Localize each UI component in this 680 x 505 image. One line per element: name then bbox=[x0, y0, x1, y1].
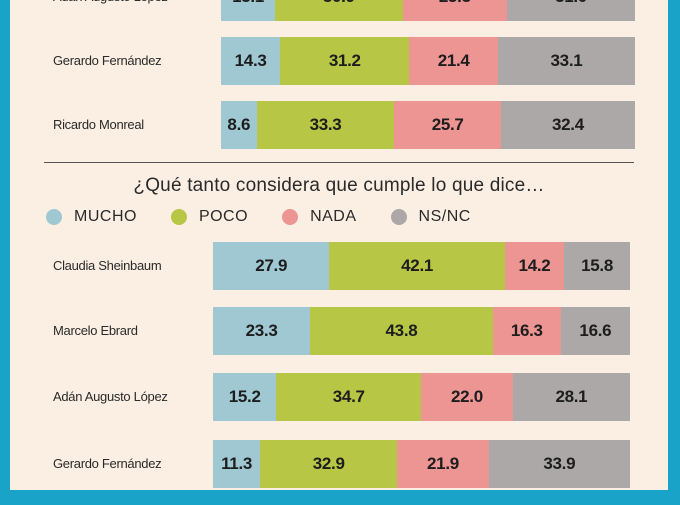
legend-swatch-nada bbox=[282, 209, 299, 225]
stacked-bar: 27.9 42.1 14.2 15.8 bbox=[213, 242, 630, 290]
bar-segment-poco: 42.1 bbox=[329, 242, 505, 290]
legend-item-nada: NADA bbox=[282, 208, 356, 226]
category-label: Gerardo Fernández bbox=[53, 456, 162, 471]
bar-row: Adán Augusto López 15.2 34.7 22.0 28.1 bbox=[10, 373, 668, 421]
bar-segment-nada: 25.3 bbox=[402, 0, 508, 21]
bar-segment-mucho: 11.3 bbox=[213, 440, 261, 488]
bar-segment-mucho: 27.9 bbox=[213, 242, 330, 290]
bar-segment-nsnc: 31.0 bbox=[507, 0, 635, 21]
bar-segment-nada: 21.4 bbox=[409, 37, 498, 85]
bar-segment-nada: 16.3 bbox=[492, 307, 561, 355]
bar-row: Ricardo Monreal 8.6 33.3 25.7 32.4 bbox=[10, 101, 668, 149]
bar-segment-nada: 14.2 bbox=[504, 242, 565, 290]
category-label: Adán Augusto López bbox=[53, 389, 168, 404]
legend-item-mucho: MUCHO bbox=[46, 208, 137, 226]
legend-label-mucho: MUCHO bbox=[74, 208, 137, 225]
legend-label-poco: POCO bbox=[198, 208, 249, 225]
stacked-bar: 15.2 34.7 22.0 28.1 bbox=[213, 373, 630, 421]
legend-swatch-nsnc bbox=[390, 209, 407, 225]
question-title: ¿Qué tanto considera que cumple lo que d… bbox=[133, 175, 545, 196]
category-label: Marcelo Ebrard bbox=[53, 323, 138, 338]
legend-item-nsnc: NS/NC bbox=[390, 208, 471, 226]
bar-segment-nada: 21.9 bbox=[397, 440, 489, 488]
bar-segment-mucho: 15.2 bbox=[213, 373, 277, 421]
bar-segment-nada: 25.7 bbox=[394, 101, 501, 149]
bar-segment-mucho: 8.6 bbox=[221, 101, 257, 149]
legend-swatch-poco bbox=[170, 209, 187, 225]
bar-segment-nsnc: 33.9 bbox=[488, 440, 630, 488]
category-label: Claudia Sheinbaum bbox=[53, 258, 162, 273]
stacked-bar: 14.3 31.2 21.4 33.1 bbox=[221, 37, 635, 85]
bar-segment-poco: 30.9 bbox=[275, 0, 403, 21]
bar-segment-nsnc: 28.1 bbox=[512, 373, 630, 421]
bar-segment-poco: 32.9 bbox=[260, 440, 398, 488]
bar-segment-nsnc: 15.8 bbox=[564, 242, 630, 290]
category-label: Ricardo Monreal bbox=[53, 117, 144, 132]
bar-segment-nada: 22.0 bbox=[421, 373, 513, 421]
chart-panel: Adán Augusto López 13.130.925.331.0 Gerard… bbox=[10, 0, 668, 490]
stacked-bar: 13.130.925.331.0 bbox=[221, 0, 635, 21]
bar-row: Claudia Sheinbaum 27.9 42.1 14.2 15.8 bbox=[10, 242, 668, 290]
bar-row: Marcelo Ebrard 23.3 43.8 16.3 16.6 bbox=[10, 307, 668, 355]
legend-label-nada: NADA bbox=[310, 208, 357, 225]
stacked-bar: 23.3 43.8 16.3 16.6 bbox=[213, 307, 630, 355]
legend: MUCHO POCO NADA NS/NC bbox=[46, 204, 505, 230]
bar-segment-poco: 34.7 bbox=[276, 373, 422, 421]
bar-row: Adán Augusto López 13.130.925.331.0 bbox=[10, 0, 668, 21]
stacked-bar: 8.6 33.3 25.7 32.4 bbox=[221, 101, 635, 149]
bar-segment-mucho: 14.3 bbox=[221, 37, 281, 85]
bar-segment-poco: 43.8 bbox=[310, 307, 493, 355]
section-divider bbox=[44, 162, 634, 163]
legend-label-nsnc: NS/NC bbox=[418, 208, 471, 225]
bar-segment-mucho: 23.3 bbox=[213, 307, 311, 355]
category-label: Gerardo Fernández bbox=[53, 53, 162, 68]
bar-row: Gerardo Fernández 14.3 31.2 21.4 33.1 bbox=[10, 37, 668, 85]
category-label: Adán Augusto López bbox=[53, 0, 168, 21]
legend-swatch-mucho bbox=[46, 209, 62, 225]
bar-segment-nsnc: 16.6 bbox=[560, 307, 630, 355]
bar-segment-nsnc: 33.1 bbox=[497, 37, 635, 85]
bar-segment-poco: 31.2 bbox=[280, 37, 410, 85]
legend-item-poco: POCO bbox=[170, 208, 249, 226]
stacked-bar: 11.3 32.9 21.9 33.9 bbox=[213, 440, 630, 488]
bar-segment-nsnc: 32.4 bbox=[500, 101, 635, 149]
bar-segment-poco: 33.3 bbox=[256, 101, 395, 149]
bar-row: Gerardo Fernández 11.3 32.9 21.9 33.9 bbox=[10, 440, 668, 488]
bar-segment-mucho: 13.1 bbox=[221, 0, 276, 21]
